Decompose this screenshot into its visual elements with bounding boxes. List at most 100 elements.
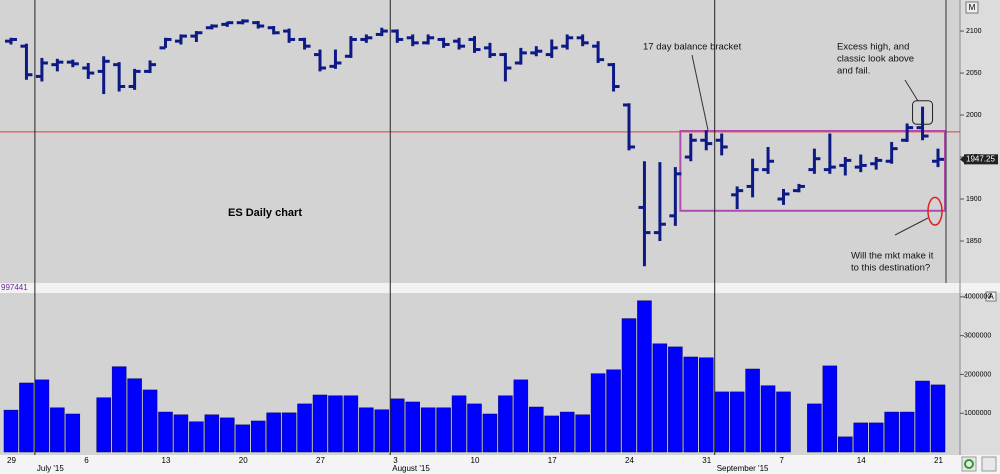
target-zone	[927, 196, 943, 226]
volume-bar	[50, 407, 65, 453]
y-tick-label: 1850	[966, 238, 982, 245]
x-tick-label: 13	[162, 456, 171, 465]
month-label: July '15	[37, 464, 64, 473]
annotation: Will the mkt make it	[851, 251, 934, 262]
volume-bar	[235, 424, 250, 453]
price-axis-area	[960, 0, 1000, 283]
scale-button[interactable]	[981, 456, 997, 472]
volume-bar	[559, 411, 575, 453]
volume-bar	[714, 391, 729, 453]
volume-bar	[899, 411, 915, 453]
volume-bar	[250, 420, 266, 453]
volume-bar	[498, 395, 513, 453]
x-tick-label: 14	[857, 456, 866, 465]
volume-bar	[776, 391, 791, 453]
volume-bar	[838, 436, 853, 453]
x-tick-label: 21	[934, 456, 943, 465]
annotation: 17 day balance bracket	[643, 42, 742, 53]
panel-divider	[0, 283, 1000, 293]
volume-bar	[111, 366, 127, 453]
volume-bar	[359, 407, 374, 453]
volume-bar	[390, 398, 405, 453]
panel-button-label[interactable]: M	[969, 3, 976, 12]
volume-bar	[884, 411, 899, 453]
x-tick-label: 17	[548, 456, 557, 465]
x-tick-label: 7	[780, 456, 785, 465]
volume-bar	[65, 413, 81, 453]
annotation-pointer	[904, 79, 919, 102]
volume-bar	[590, 373, 606, 453]
volume-bar	[220, 417, 235, 453]
panel-button[interactable]	[965, 1, 979, 14]
x-tick-label: 10	[471, 456, 480, 465]
volume-bar	[482, 413, 498, 453]
balance-bracket	[679, 130, 946, 212]
chart-title: ES Daily chart	[228, 207, 302, 219]
last-price-label: 1947.25	[966, 154, 995, 163]
y-tick-label: 3000000	[964, 333, 991, 340]
volume-bar	[729, 391, 745, 453]
volume-bar	[807, 403, 822, 453]
annotation: to this destination?	[851, 263, 930, 274]
volume-bar	[297, 403, 312, 453]
volume-bar	[606, 369, 621, 453]
volume-bar	[637, 300, 652, 453]
annotation: Excess high, and	[837, 42, 909, 53]
volume-bar	[451, 395, 467, 453]
panel-button[interactable]	[985, 291, 997, 302]
volume-bar	[915, 380, 930, 453]
volume-bar	[281, 412, 297, 453]
volume-bar	[652, 343, 668, 453]
month-label: September '15	[717, 464, 769, 473]
volume-bar	[745, 368, 760, 453]
volume-bar	[266, 412, 281, 453]
y-tick-label: 1900	[966, 196, 982, 203]
volume-bar	[529, 406, 544, 453]
volume-bar	[158, 411, 173, 453]
y-tick-label: 4000000	[964, 294, 991, 301]
y-tick-label: 1000000	[964, 410, 991, 417]
volume-bar	[513, 379, 529, 453]
x-tick-label: 31	[702, 456, 711, 465]
volume-bar	[760, 385, 776, 453]
panel-button-label[interactable]: A	[988, 292, 994, 301]
volume-bar	[621, 318, 637, 453]
y-tick-label: 2050	[966, 70, 982, 77]
volume-bar	[204, 414, 220, 453]
volume-bar	[683, 356, 699, 453]
price-panel	[0, 0, 960, 283]
volume-bar	[127, 378, 142, 453]
date-axis-area	[0, 455, 1000, 474]
volume-bar	[374, 409, 390, 453]
x-tick-label: 3	[393, 456, 398, 465]
annotation: and fail.	[837, 66, 870, 77]
volume-bar	[575, 414, 590, 453]
y-tick-label: 2100	[966, 28, 982, 35]
volume-bar	[544, 415, 559, 453]
volume-bar	[930, 384, 946, 453]
y-tick-label: 2000000	[964, 371, 991, 378]
month-label: August '15	[392, 464, 430, 473]
volume-bar	[312, 394, 328, 453]
x-tick-label: 27	[316, 456, 325, 465]
annotation: classic look above	[837, 54, 914, 65]
annotation-pointer	[894, 217, 929, 236]
y-tick-label: 2000	[966, 112, 982, 119]
volume-axis-area	[960, 293, 1000, 455]
volume-bar	[853, 422, 868, 453]
last-price-box	[964, 154, 998, 165]
annotation-pointer	[691, 54, 709, 131]
volume-bar	[19, 382, 34, 453]
volume-bar	[822, 365, 838, 453]
volume-bar	[189, 421, 204, 453]
volume-bar	[420, 407, 436, 453]
volume-bar	[868, 422, 884, 453]
volume-bar	[436, 407, 451, 453]
refresh-icon[interactable]	[964, 459, 974, 469]
x-tick-label: 6	[84, 456, 89, 465]
volume-bar	[34, 379, 50, 453]
volume-bar	[328, 395, 343, 453]
volume-bar	[699, 357, 714, 453]
